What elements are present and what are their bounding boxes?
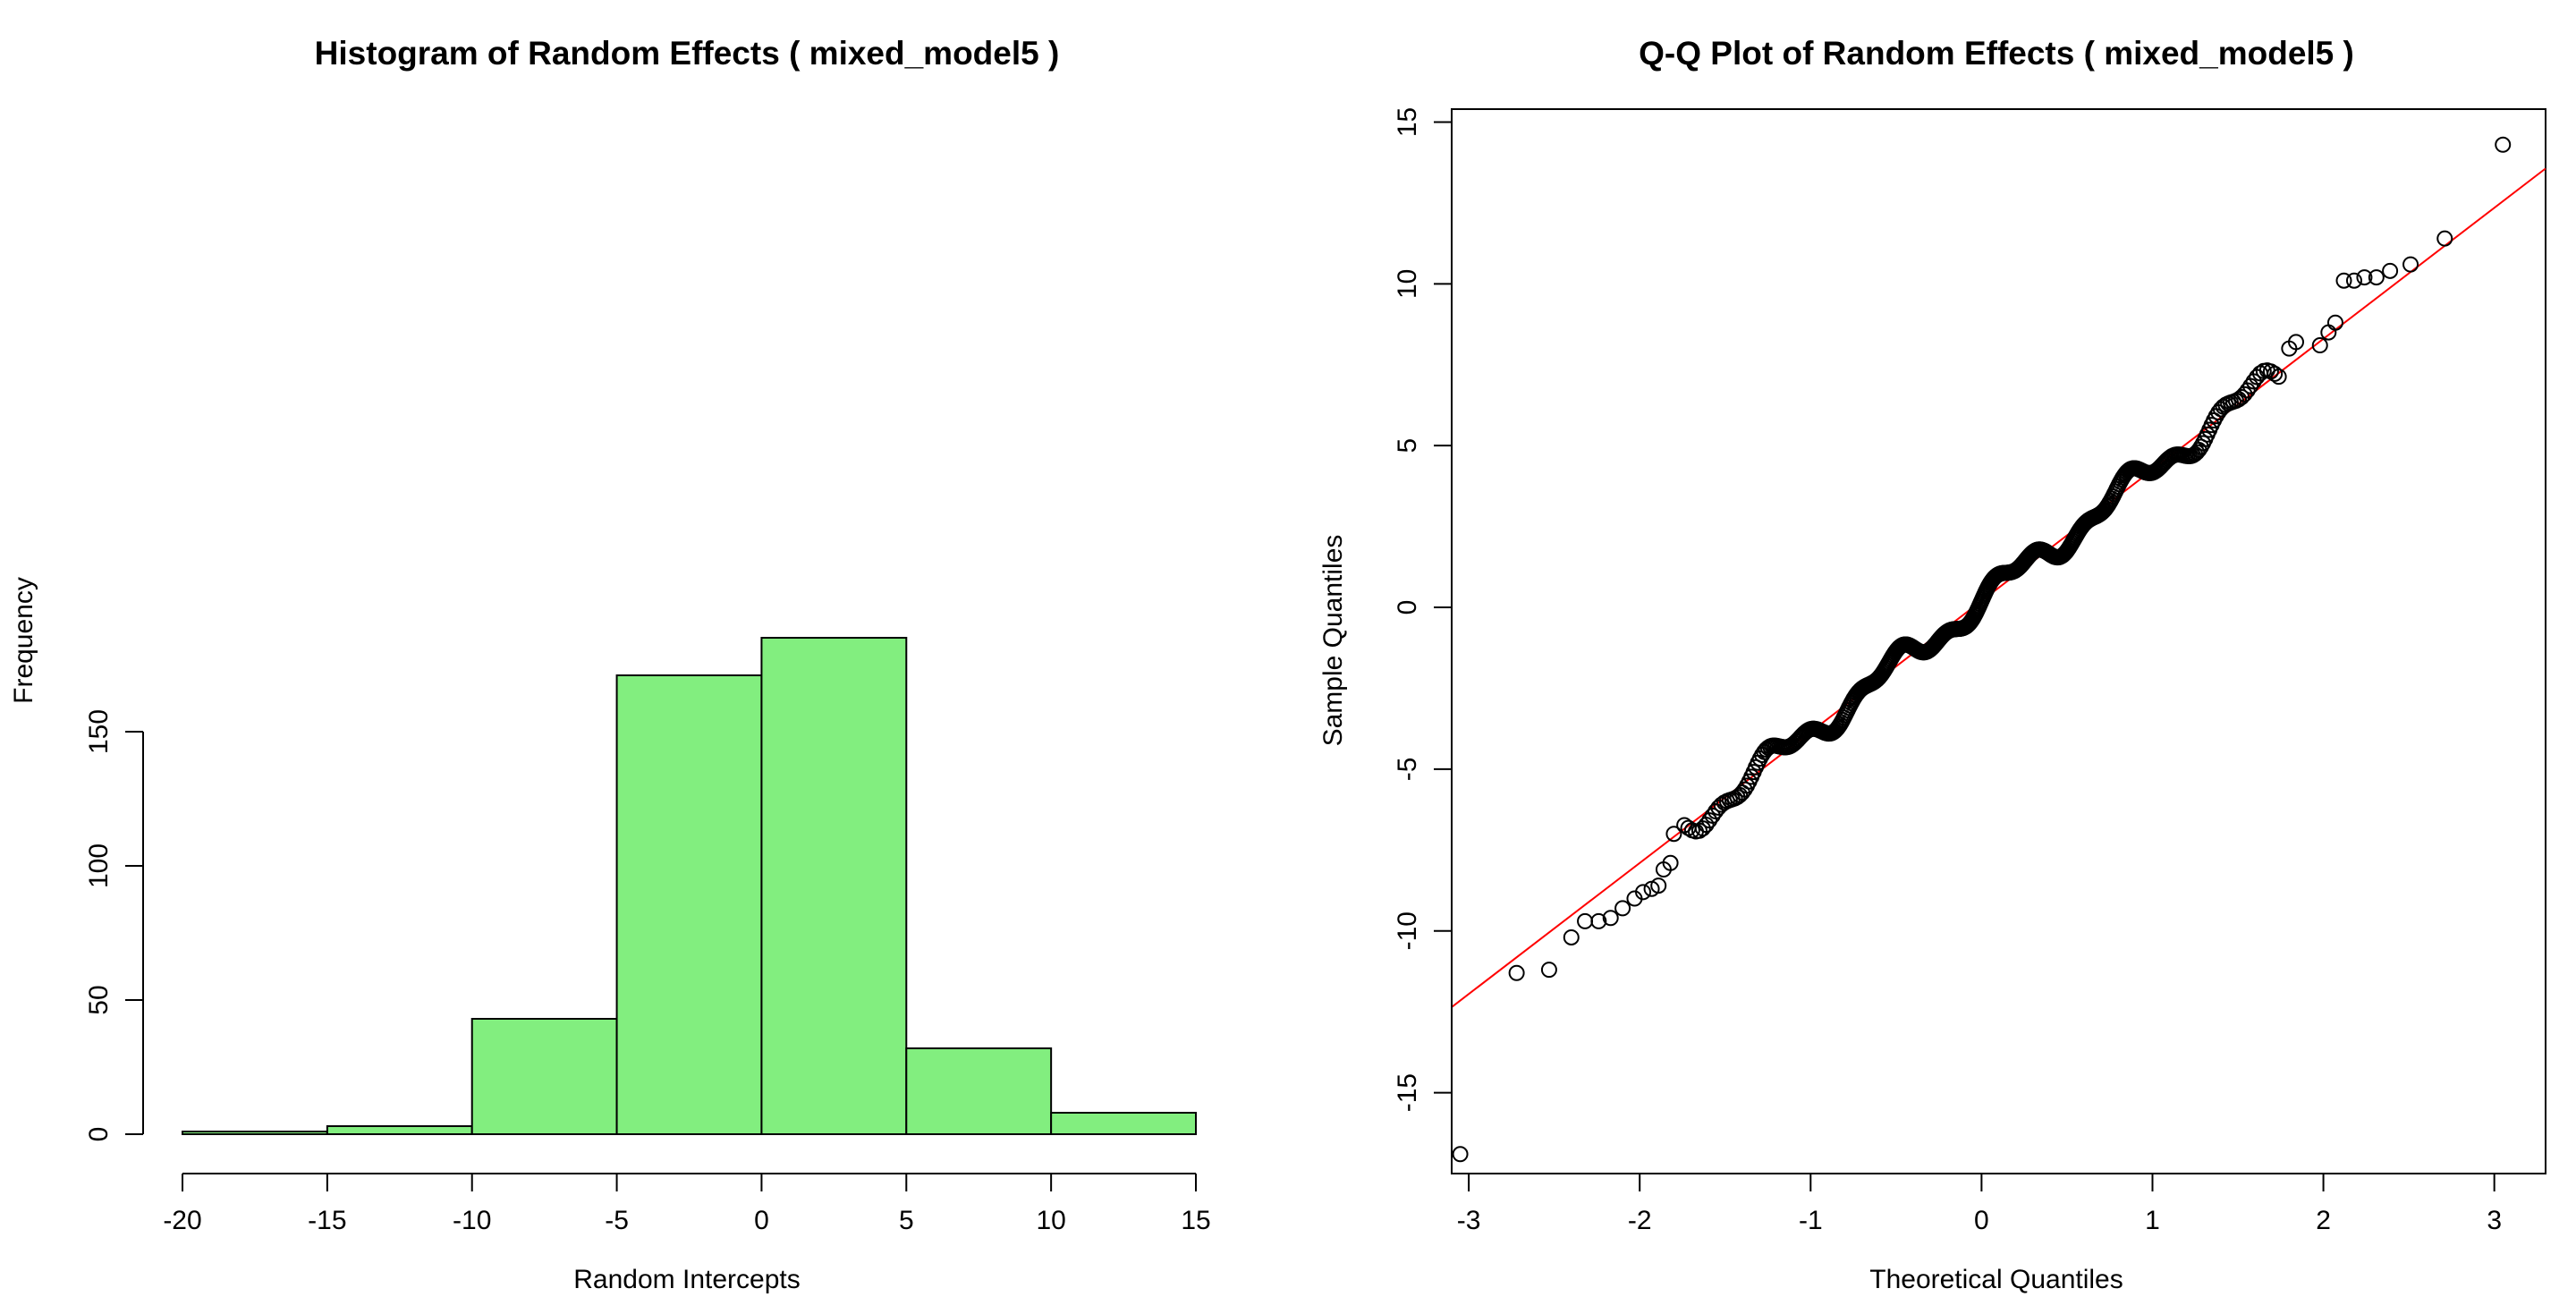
histogram-bar [326, 1125, 473, 1135]
qq-x-tick-label: -3 [1457, 1206, 1481, 1235]
histogram-x-tick-label: 10 [1036, 1206, 1065, 1235]
qq-x-tick-label: -1 [1799, 1206, 1823, 1235]
histogram-y-tick-label: 0 [84, 1127, 114, 1142]
qq-point [1590, 912, 1607, 929]
histogram-bars [182, 637, 1197, 1135]
qq-points [1452, 136, 2512, 1163]
qq-point [1563, 928, 1580, 945]
histogram-bar [470, 1018, 618, 1135]
qq-reference-line-group [1451, 167, 2546, 1008]
qq-x-tick-label: 0 [1974, 1206, 1989, 1235]
histogram-bar [615, 674, 763, 1135]
qq-point [2236, 386, 2253, 403]
qq-point [2382, 262, 2399, 279]
qq-point [1704, 807, 1721, 824]
qq-point [2192, 438, 2209, 455]
qq-point [2320, 324, 2337, 341]
qq-point [2335, 272, 2352, 289]
histogram-x-tick-label: 15 [1181, 1206, 1210, 1235]
histogram-panel: Histogram of Random Effects ( mixed_mode… [9, 35, 1211, 1294]
histogram-bar [182, 1131, 328, 1135]
qq-x-tick-label: 3 [2487, 1206, 2502, 1235]
histogram-y-tick-label: 150 [84, 709, 114, 754]
histogram-x-tick-label: -5 [605, 1206, 629, 1235]
histogram-x-tick-label: -15 [308, 1206, 346, 1235]
qq-point [1540, 962, 1557, 979]
histogram-x-tick-label: -20 [163, 1206, 201, 1235]
qq-y-tick-label: -5 [1393, 758, 1422, 782]
histogram-bar [905, 1047, 1053, 1135]
qq-point [2436, 230, 2453, 247]
qq-panel: Q-Q Plot of Random Effects ( mixed_model… [1318, 35, 2546, 1294]
qq-point [2270, 369, 2287, 386]
qq-x-tick-label: 2 [2316, 1206, 2331, 1235]
qq-point [2231, 391, 2248, 408]
histogram-title: Histogram of Random Effects ( mixed_mode… [315, 35, 1060, 72]
qq-plot-frame [1451, 108, 2546, 1174]
histogram-x-tick-label: 5 [899, 1206, 914, 1235]
qq-point [1508, 964, 1525, 981]
qq-y-tick-label: 5 [1393, 438, 1422, 454]
qq-x-tick-label: -2 [1628, 1206, 1652, 1235]
qq-y-tick-label: -15 [1393, 1073, 1422, 1112]
qq-point [2402, 256, 2419, 273]
histogram-bar [760, 637, 908, 1135]
qq-point [2495, 136, 2512, 153]
histogram-x-tick-label: -10 [453, 1206, 491, 1235]
qq-point [1665, 826, 1682, 843]
qq-point [1736, 781, 1753, 798]
qq-point [2326, 314, 2343, 331]
qq-reference-line [1451, 167, 2546, 1008]
qq-point [2311, 337, 2328, 354]
qq-y-axis-label: Sample Quantiles [1318, 535, 1348, 747]
qq-point [1452, 1146, 1469, 1163]
qq-point [1650, 877, 1667, 894]
histogram-x-axis: -20 -15 -10 -5 0 5 10 15 [163, 1173, 1211, 1235]
qq-point [1662, 854, 1679, 871]
qq-point [2345, 272, 2362, 289]
qq-point [2368, 269, 2385, 286]
qq-y-tick-label: -10 [1393, 911, 1422, 950]
histogram-y-tick-label: 100 [84, 843, 114, 888]
qq-point [1614, 900, 1631, 917]
qq-x-axis-label: Theoretical Quantiles [1869, 1265, 2123, 1294]
histogram-bar [1050, 1112, 1197, 1135]
qq-y-tick-label: 0 [1393, 600, 1422, 615]
qq-title: Q-Q Plot of Random Effects ( mixed_model… [1639, 35, 2354, 72]
qq-y-tick-label: 15 [1393, 107, 1422, 137]
histogram-y-axis: 0 50 100 150 [84, 709, 144, 1142]
qq-point [2267, 365, 2284, 382]
qq-point [1602, 910, 1619, 927]
qq-y-tick-label: 10 [1393, 269, 1422, 299]
qq-point [2356, 269, 2373, 286]
histogram-y-axis-label: Frequency [9, 577, 38, 704]
qq-y-axis: -15 -10 -5 0 5 10 15 [1393, 107, 1453, 1112]
histogram-y-tick-label: 50 [84, 985, 114, 1014]
histogram-x-axis-label: Random Intercepts [573, 1265, 800, 1294]
qq-point [1635, 884, 1652, 901]
qq-point [2288, 334, 2305, 351]
histogram-x-tick-label: 0 [754, 1206, 769, 1235]
qq-x-axis: -3 -2 -1 0 1 2 3 [1457, 1173, 2502, 1235]
qq-x-tick-label: 1 [2145, 1206, 2160, 1235]
qq-point [1577, 912, 1594, 929]
